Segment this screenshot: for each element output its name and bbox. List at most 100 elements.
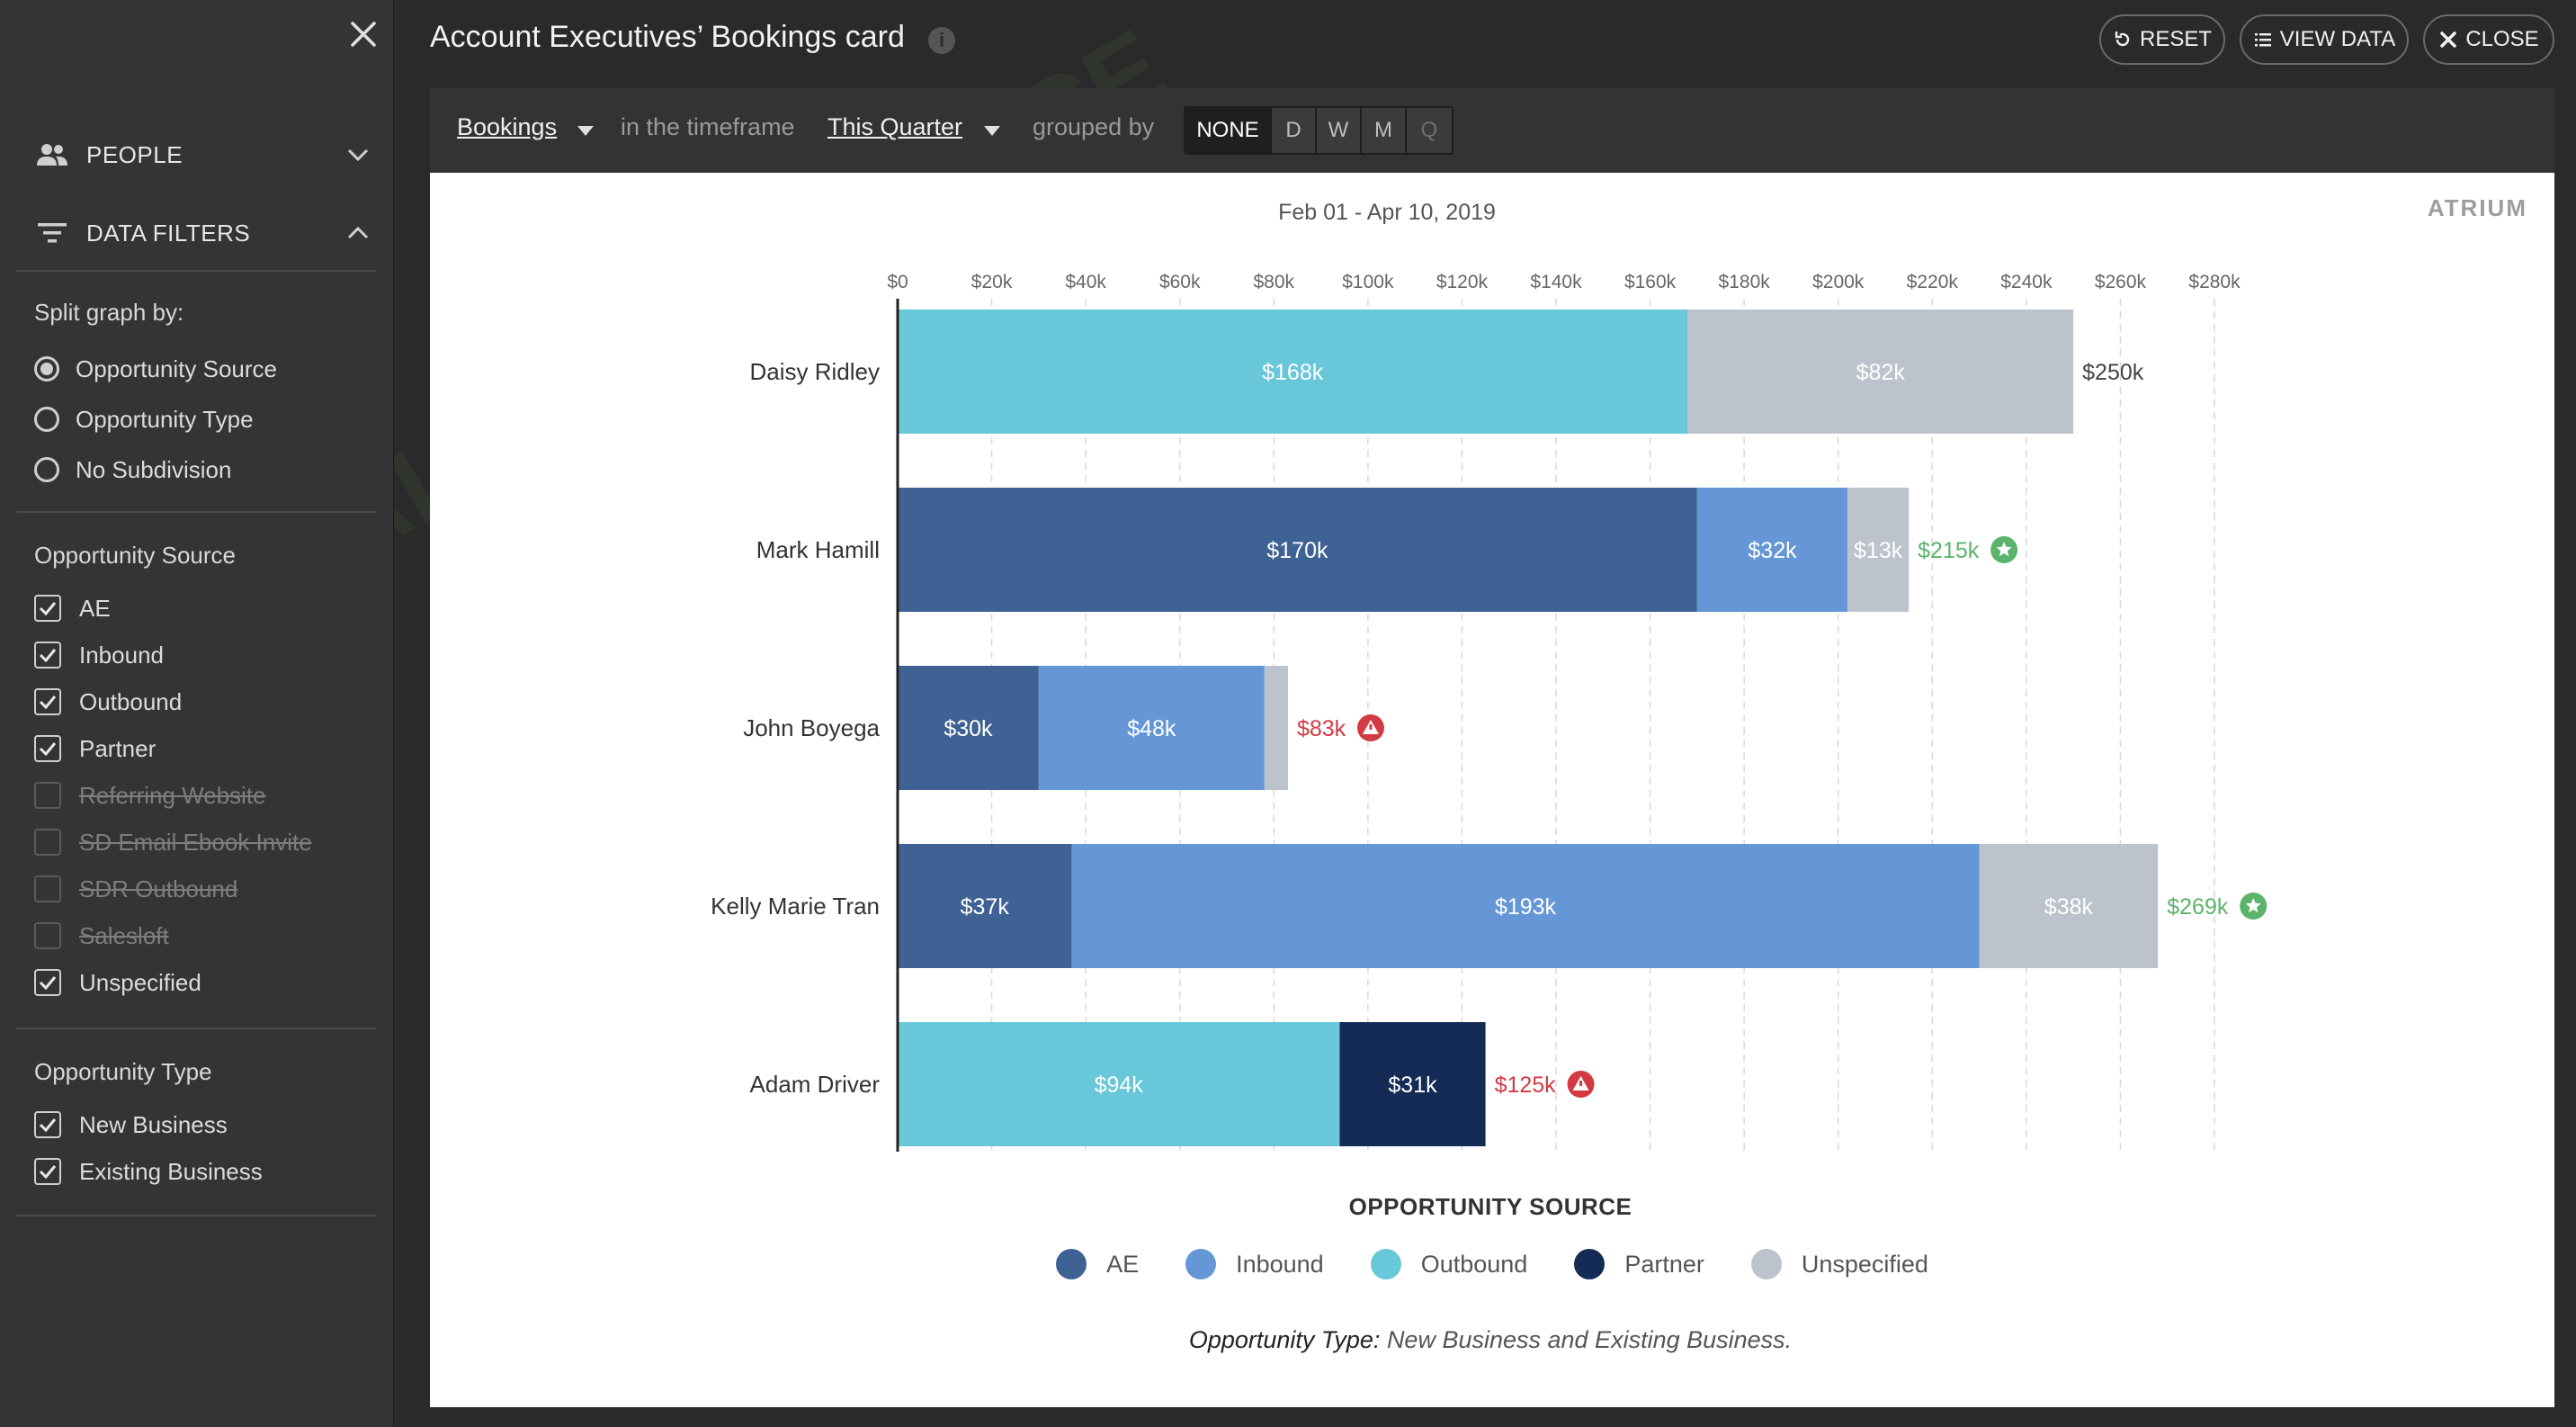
filter-option-salesloft[interactable]: Salesloft: [34, 918, 169, 954]
segment-label: $94k: [1095, 1072, 1144, 1098]
option-label: Referring Website: [79, 781, 266, 809]
filter-option-referring-website[interactable]: Referring Website: [34, 777, 266, 813]
filter-option-inbound[interactable]: Inbound: [34, 637, 164, 673]
x-tick-label: $0: [887, 272, 908, 292]
checkbox[interactable]: [34, 829, 61, 856]
checkbox[interactable]: [34, 642, 61, 669]
data-filters-section-toggle[interactable]: DATA FILTERS: [34, 206, 376, 260]
option-label: No Subdivision: [76, 455, 232, 483]
x-tick-label: $280k: [2188, 272, 2241, 292]
legend-swatch: [1185, 1249, 1217, 1279]
chevron-down-icon: [347, 148, 369, 162]
group-by-m[interactable]: M: [1362, 108, 1407, 153]
legend-item-inbound: Inbound: [1185, 1249, 1324, 1279]
warning-icon-mark: [1579, 1081, 1583, 1086]
option-label: Salesloft: [79, 921, 169, 949]
radio-button[interactable]: [34, 356, 59, 381]
group-by-w[interactable]: W: [1317, 108, 1362, 153]
legend-label: Outbound: [1420, 1250, 1528, 1278]
x-tick-label: $220k: [1907, 272, 1959, 292]
segment-label: $32k: [1748, 538, 1797, 563]
option-label: Unspecified: [79, 968, 201, 996]
filter-option-sdr-outbound[interactable]: SDR Outbound: [34, 871, 237, 907]
checkbox[interactable]: [34, 1111, 61, 1138]
checkbox[interactable]: [34, 782, 61, 809]
group-by-none[interactable]: NONE: [1185, 108, 1272, 153]
bar-segment: [1979, 844, 2159, 968]
opportunity-type-note: Opportunity Type: New Business and Exist…: [861, 1326, 2120, 1354]
filter-option-sd-email-ebook-invite[interactable]: SD Email Ebook Invite: [34, 824, 312, 860]
total-label: $215k: [1918, 538, 1980, 563]
checkbox[interactable]: [34, 875, 61, 902]
caret-down-icon[interactable]: [577, 126, 594, 136]
group-by-d[interactable]: D: [1272, 108, 1317, 153]
checkbox[interactable]: [34, 1158, 61, 1185]
timeframe-dropdown[interactable]: This Quarter: [827, 113, 963, 140]
info-icon[interactable]: i: [928, 27, 955, 54]
bar-segment: [1687, 310, 2074, 434]
segment-label: $48k: [1127, 716, 1176, 741]
bar-segment: [1071, 844, 1980, 968]
metric-dropdown[interactable]: Bookings: [457, 113, 558, 140]
people-section-label: PEOPLE: [86, 140, 183, 168]
filter-option-new-business[interactable]: New Business: [34, 1107, 228, 1143]
checkbox[interactable]: [34, 595, 61, 622]
close-sidebar-button[interactable]: [344, 14, 383, 54]
checkbox[interactable]: [34, 969, 61, 996]
option-label: SD Email Ebook Invite: [79, 828, 312, 856]
legend-swatch: [1056, 1249, 1087, 1279]
total-label: $125k: [1495, 1072, 1557, 1098]
segment-label: $38k: [2044, 894, 2094, 920]
filter-option-outbound[interactable]: Outbound: [34, 684, 182, 720]
reset-button[interactable]: RESET: [2099, 14, 2225, 65]
segment-label: $30k: [944, 716, 993, 741]
legend-label: Inbound: [1236, 1250, 1324, 1278]
radio-button[interactable]: [34, 407, 59, 432]
category-label: John Boyega: [743, 714, 880, 741]
split-graph-heading: Split graph by:: [34, 299, 184, 326]
close-icon: [2440, 31, 2457, 48]
group-by-q[interactable]: Q: [1407, 108, 1452, 153]
segment-label: $13k: [1854, 538, 1903, 563]
category-label: Kelly Marie Tran: [711, 893, 880, 920]
date-range: Feb 01 - Apr 10, 2019: [1278, 200, 1496, 225]
people-section-toggle[interactable]: PEOPLE: [34, 128, 376, 182]
view-data-button[interactable]: VIEW DATA: [2240, 14, 2409, 65]
segment-label: $170k: [1266, 538, 1328, 563]
filter-icon: [34, 215, 70, 251]
divider: [16, 1028, 376, 1029]
filter-option-existing-business[interactable]: Existing Business: [34, 1153, 263, 1189]
x-tick-label: $60k: [1159, 272, 1201, 292]
checkbox[interactable]: [34, 688, 61, 715]
opportunity-type-heading: Opportunity Type: [34, 1058, 212, 1085]
caret-down-icon[interactable]: [984, 126, 1000, 136]
category-label: Adam Driver: [750, 1071, 881, 1098]
segment-label: $31k: [1388, 1072, 1437, 1098]
x-tick-label: $140k: [1530, 272, 1582, 292]
filter-option-ae[interactable]: AE: [34, 590, 111, 626]
chart-panel: $0 $20k $40k $60k $80k $100k $120k $140k $160k $1…: [430, 173, 2554, 1407]
filter-option-partner[interactable]: Partner: [34, 731, 156, 767]
bookings-chart: $0 $20k $40k $60k $80k $100k $120k $140k $160k $1…: [711, 272, 2267, 1152]
star-icon: [2245, 898, 2261, 913]
option-label: AE: [79, 594, 111, 622]
split-option-opportunity-type[interactable]: Opportunity Type: [34, 401, 254, 437]
opportunity-type-note-label: Opportunity Type:: [1188, 1326, 1381, 1353]
split-option-opportunity-source[interactable]: Opportunity Source: [34, 351, 277, 387]
checkbox[interactable]: [34, 735, 61, 762]
legend-item-partner: Partner: [1574, 1249, 1704, 1279]
bar-segment: [1264, 666, 1288, 790]
x-tick-label: $240k: [2000, 272, 2053, 292]
bar-segment: [898, 1022, 1340, 1146]
warning-icon-mark: [1369, 724, 1373, 730]
option-label: SDR Outbound: [79, 875, 238, 902]
checkbox[interactable]: [34, 922, 61, 949]
close-button[interactable]: CLOSE: [2423, 14, 2554, 65]
filter-option-unspecified[interactable]: Unspecified: [34, 965, 201, 1001]
option-label: Opportunity Type: [76, 405, 254, 433]
split-option-no-subdivision[interactable]: No Subdivision: [34, 452, 231, 488]
radio-button[interactable]: [34, 457, 59, 482]
brand-logo: ATRIUM: [2427, 194, 2527, 221]
data-filters-section-label: DATA FILTERS: [86, 219, 251, 247]
legend-swatch: [1750, 1249, 1782, 1279]
